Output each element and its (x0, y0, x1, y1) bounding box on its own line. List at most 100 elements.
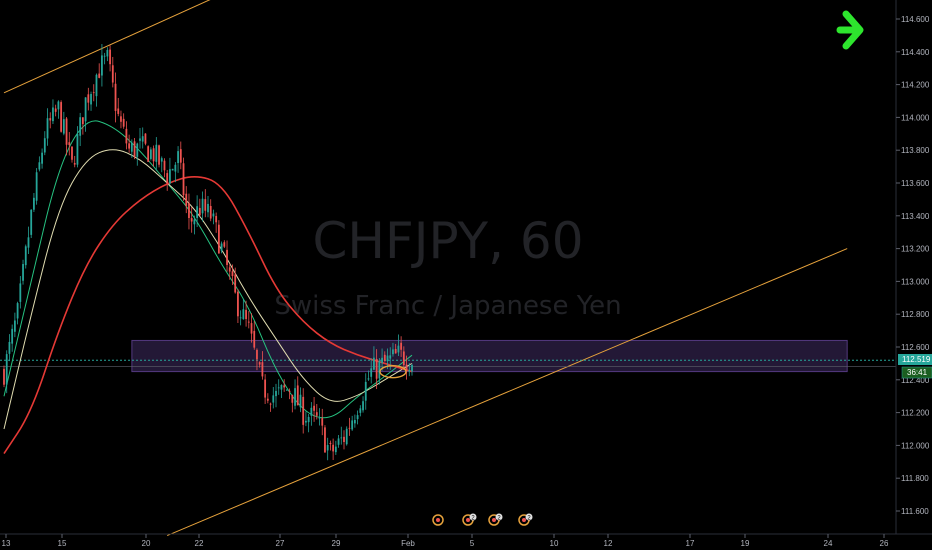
candle-body (353, 420, 356, 424)
candle-body (277, 387, 280, 389)
price-tick-label: 112.400 (901, 376, 930, 385)
candle-body (141, 136, 144, 142)
candle-body (356, 415, 359, 420)
candle-body (19, 283, 22, 302)
bar-countdown-label: 36:41 (907, 368, 928, 377)
candle-body (370, 368, 373, 377)
candle-body (386, 355, 389, 362)
moving-average-line (3, 120, 413, 419)
candle-body (71, 146, 73, 160)
price-tick-label: 113.600 (901, 179, 930, 188)
candle-body (41, 152, 43, 164)
event-count-label: 2 (471, 516, 475, 522)
event-count-label: 2 (497, 516, 501, 522)
candle-body (389, 355, 392, 359)
candle-body (348, 427, 351, 429)
candle-body (185, 193, 188, 206)
candle-body (8, 341, 11, 354)
candle-body (272, 395, 275, 403)
candle-body (139, 138, 141, 141)
candle-body (253, 330, 256, 348)
candle-body (190, 218, 193, 222)
price-tick-label: 112.000 (901, 441, 930, 450)
candle-body (174, 164, 177, 172)
candle-body (171, 168, 174, 171)
earnings-event-icon[interactable]: 2 (462, 513, 477, 526)
candle-body (196, 206, 199, 218)
highlight-ellipse[interactable] (379, 364, 407, 379)
time-tick-label: 12 (604, 539, 613, 548)
time-tick-label: 15 (58, 539, 67, 548)
candle-body (332, 444, 335, 452)
candle-body (324, 427, 326, 453)
candle-body (381, 357, 383, 363)
candle-body (247, 321, 250, 323)
candle-body (392, 349, 394, 355)
price-tick-label: 111.800 (901, 474, 929, 483)
candle-body (302, 396, 305, 425)
time-tick-label: 29 (332, 539, 341, 548)
candle-body (182, 163, 185, 196)
candle-body (24, 246, 27, 266)
candle-body (223, 242, 226, 247)
candle-body (84, 97, 87, 122)
price-tick-label: 114.400 (901, 48, 930, 57)
price-axis[interactable]: 111.600 111.800 112.000 112.200 112.400 112.6… (896, 15, 930, 516)
time-tick-label: 19 (741, 539, 750, 548)
candle-body (234, 274, 237, 293)
candle-body (283, 385, 286, 388)
watermark-description: Swiss Franc / Japanese Yen (274, 291, 621, 321)
candle-body (367, 378, 370, 380)
candle-body (101, 55, 103, 76)
time-tick-label: 10 (550, 539, 559, 548)
time-tick-label: 20 (142, 539, 151, 548)
earnings-event-icon[interactable]: 2 (488, 513, 503, 526)
candle-body (13, 320, 16, 332)
candle-body (373, 357, 375, 370)
price-tick-label: 112.200 (901, 409, 930, 418)
candle-body (326, 445, 329, 451)
candle-body (81, 117, 84, 125)
candle-body (158, 145, 160, 165)
candle-body (261, 362, 264, 377)
candle-body (209, 205, 212, 219)
candle-body (35, 172, 38, 201)
candle-body (30, 209, 33, 235)
candle-body (258, 362, 261, 365)
candle-body (128, 143, 131, 149)
earnings-event-icon[interactable]: 2 (518, 513, 533, 526)
earnings-event-icon[interactable] (432, 514, 444, 526)
candle-body (54, 108, 57, 112)
candle-body (179, 149, 182, 163)
price-tick-label: 114.000 (901, 113, 930, 122)
trend-line[interactable] (3, 0, 222, 94)
watermark-symbol: CHFJPY, 60 (312, 212, 583, 270)
candle-body (402, 351, 405, 366)
candle-body (364, 381, 367, 401)
trend-line[interactable] (167, 248, 848, 537)
candle-body (16, 303, 19, 319)
candle-body (204, 199, 207, 211)
green-arrow-right-icon[interactable] (836, 10, 864, 50)
time-axis[interactable]: 13 15 20 22 27 29 Feb 5 10 12 17 19 24 26 (2, 534, 889, 548)
candle-body (90, 94, 92, 105)
candle-body (351, 420, 354, 430)
candle-body (220, 243, 223, 251)
candle-body (193, 219, 196, 225)
last-price-badge: 112.519 36:41 (898, 354, 932, 379)
candle-body (60, 102, 63, 132)
candle-body (334, 446, 337, 453)
candle-body (315, 412, 318, 416)
candle-body (245, 309, 247, 320)
candle-body (313, 405, 315, 411)
candle-body (310, 407, 313, 416)
candle-body (280, 384, 283, 390)
candle-body (49, 118, 52, 121)
candle-body (378, 360, 381, 379)
candle-body (266, 398, 269, 401)
candle-body (109, 49, 111, 65)
candle-body (217, 224, 220, 254)
